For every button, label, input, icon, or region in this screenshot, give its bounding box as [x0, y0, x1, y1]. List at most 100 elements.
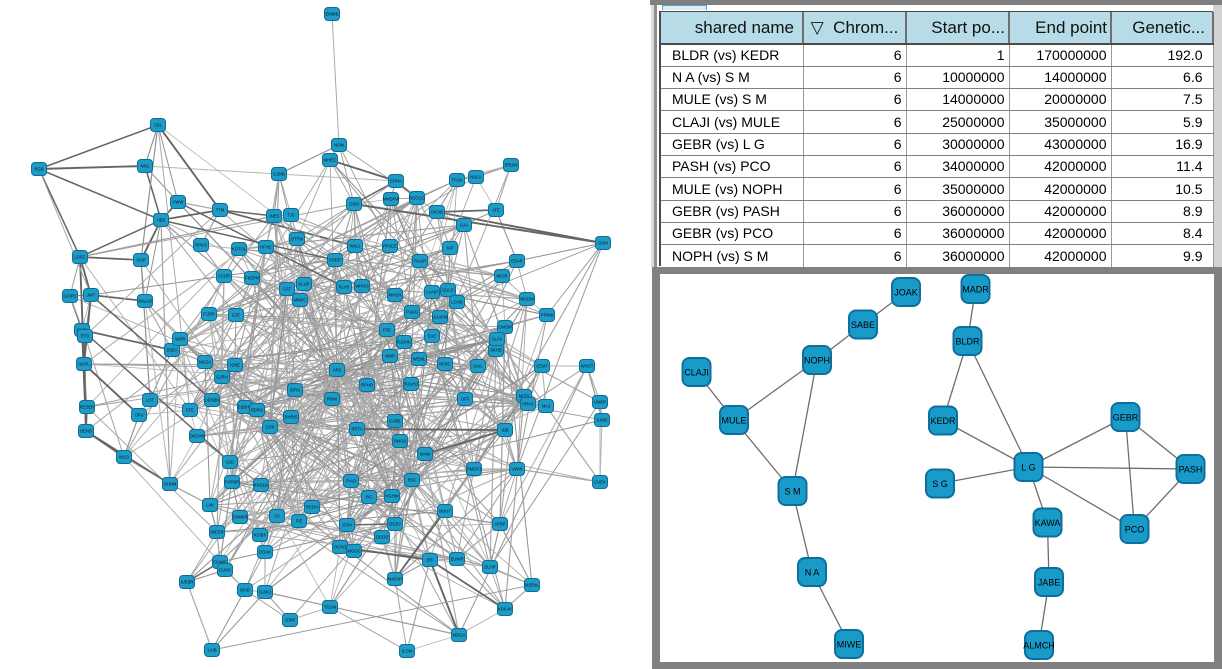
svg-text:EMWB: EMWB [325, 12, 338, 17]
svg-text:GUM: GUM [598, 241, 608, 246]
svg-text:EAC: EAC [428, 334, 437, 339]
svg-text:CUHC: CUHC [219, 568, 231, 573]
svg-text:DGPJ: DGPJ [389, 522, 400, 527]
svg-text:RWN: RWN [327, 397, 337, 402]
svg-text:SSEA: SSEA [166, 348, 177, 353]
svg-text:RSC: RSC [408, 478, 417, 483]
svg-text:HBS: HBS [157, 218, 166, 223]
svg-text:KLUP: KLUP [299, 282, 310, 287]
svg-text:FLHS: FLHS [339, 285, 350, 290]
svg-text:GLFA: GLFA [492, 337, 503, 342]
svg-text:WHCT: WHCT [581, 364, 594, 369]
svg-text:TJS: TJS [287, 213, 295, 218]
svg-text:CSNB: CSNB [273, 172, 285, 177]
svg-text:DMOS: DMOS [394, 439, 407, 444]
svg-text:NSIN: NSIN [334, 143, 344, 148]
svg-text:HRAC: HRAC [522, 402, 534, 407]
svg-text:PDDP: PDDP [329, 258, 341, 263]
svg-text:DSBHG: DSBHG [238, 405, 253, 410]
svg-text:DTTW: DTTW [291, 237, 303, 242]
svg-text:RRTA: RRTA [351, 427, 362, 432]
svg-text:CCIPC: CCIPC [63, 294, 76, 299]
svg-text:S G: S G [932, 479, 948, 489]
svg-text:MIWE: MIWE [837, 639, 862, 649]
svg-text:DLHP: DLHP [484, 565, 495, 570]
svg-text:IDB: IDB [502, 428, 509, 433]
svg-text:KIP: KIP [447, 246, 454, 251]
svg-text:PPJCE: PPJCE [383, 244, 397, 249]
svg-text:PCO: PCO [1125, 524, 1145, 534]
svg-text:CUEK: CUEK [594, 480, 606, 485]
svg-text:TFIJA: TFIJA [451, 178, 462, 183]
svg-text:SKHB: SKHB [490, 348, 502, 353]
svg-text:CABE: CABE [389, 419, 401, 424]
svg-text:S M: S M [784, 486, 800, 496]
svg-text:L G: L G [1021, 462, 1035, 472]
svg-text:MGGC: MGGC [347, 549, 360, 554]
svg-text:JMLAO: JMLAO [138, 299, 153, 304]
svg-text:PGKG: PGKG [406, 310, 418, 315]
svg-text:RGB: RGB [34, 167, 43, 172]
svg-text:WJUT: WJUT [439, 509, 451, 514]
svg-text:GEBR: GEBR [1113, 412, 1139, 422]
svg-text:KEDR: KEDR [930, 416, 956, 426]
svg-text:KCIBF: KCIBF [254, 533, 267, 538]
svg-text:UUPL: UUPL [78, 362, 90, 367]
svg-text:OOOD: OOOD [376, 535, 389, 540]
svg-text:GULO: GULO [442, 288, 455, 293]
svg-text:ILCM: ILCM [402, 649, 413, 654]
svg-text:OCRO: OCRO [334, 545, 347, 550]
svg-text:HGHW: HGHW [385, 494, 398, 499]
svg-text:CST: CST [283, 287, 292, 292]
svg-text:WAW: WAW [420, 452, 430, 457]
svg-text:MCPI: MCPI [519, 394, 529, 399]
svg-text:KNGLK: KNGLK [254, 483, 268, 488]
svg-text:FHFNR: FHFNR [225, 480, 239, 485]
svg-text:KOTOL: KOTOL [232, 247, 247, 252]
svg-text:DFIB: DFIB [240, 588, 250, 593]
svg-text:HFHC: HFHC [260, 245, 272, 250]
svg-text:MADR: MADR [962, 284, 989, 294]
svg-text:ESAR: ESAR [511, 259, 522, 264]
svg-text:LOT: LOT [146, 398, 155, 403]
svg-text:UCDR: UCDR [218, 274, 230, 279]
svg-text:NSLU: NSLU [470, 175, 481, 180]
svg-text:SDL: SDL [154, 123, 163, 128]
svg-text:APBP: APBP [494, 522, 505, 527]
svg-text:MHGR: MHGR [389, 293, 402, 298]
svg-text:JWT: JWT [87, 293, 96, 298]
svg-text:RPHO: RPHO [361, 383, 374, 388]
svg-text:LAK: LAK [206, 503, 214, 508]
svg-text:GJWJ: GJWJ [259, 590, 270, 595]
svg-text:CLAJI: CLAJI [684, 367, 709, 377]
svg-text:GJE: GJE [232, 313, 240, 318]
svg-text:DKUB: DKUB [431, 210, 443, 215]
svg-text:SABE: SABE [851, 320, 875, 330]
svg-text:LCHD: LCHD [451, 300, 462, 305]
svg-text:WCIR: WCIR [496, 274, 507, 279]
svg-text:NOPH: NOPH [804, 355, 830, 365]
svg-text:MAFAP: MAFAP [388, 577, 402, 582]
svg-text:UGP: UGP [136, 258, 145, 263]
svg-text:OSM: OSM [349, 202, 359, 207]
svg-text:FFE: FFE [383, 328, 391, 333]
svg-text:OFU: OFU [135, 413, 144, 418]
svg-text:JUWE: JUWE [596, 418, 608, 423]
svg-text:FIE: FIE [296, 519, 303, 524]
svg-text:FUDP: FUDP [203, 312, 215, 317]
svg-text:CII: CII [274, 514, 279, 519]
svg-text:BDRO: BDRO [251, 408, 264, 413]
svg-text:KDKAK: KDKAK [498, 607, 512, 612]
svg-text:IMESR: IMESR [210, 530, 223, 535]
svg-text:OAMKR: OAMKR [232, 515, 247, 520]
svg-text:RPKO: RPKO [195, 243, 208, 248]
svg-text:RESER: RESER [80, 405, 94, 410]
svg-text:ISNE: ISNE [230, 363, 240, 368]
svg-text:MMPC: MMPC [294, 298, 307, 303]
svg-text:RAGR: RAGR [414, 259, 426, 264]
svg-text:MULE: MULE [721, 415, 746, 425]
svg-text:WCDM: WCDM [520, 297, 534, 302]
svg-text:EHHA: EHHA [390, 179, 402, 184]
svg-text:WEML: WEML [413, 357, 426, 362]
svg-text:BGCGO: BGCGO [409, 196, 425, 201]
